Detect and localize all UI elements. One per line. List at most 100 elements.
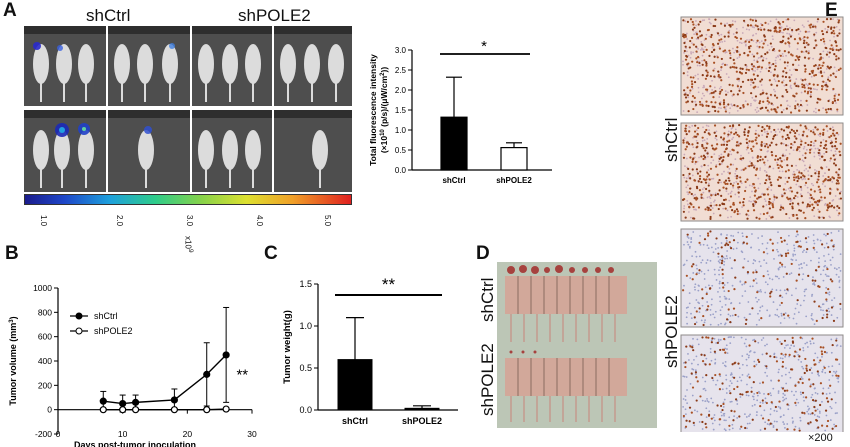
hematoxylin-nucleus (695, 37, 698, 40)
dab-positive-nucleus (825, 53, 829, 56)
dab-positive-nucleus (818, 58, 821, 61)
hematoxylin-nucleus (710, 162, 712, 164)
hematoxylin-nucleus (758, 249, 760, 251)
dab-positive-nucleus (736, 105, 739, 108)
hematoxylin-nucleus (793, 313, 796, 315)
dab-positive-nucleus (691, 20, 694, 24)
dab-positive-nucleus (785, 107, 788, 110)
hematoxylin-nucleus (691, 124, 694, 127)
dab-positive-nucleus (701, 336, 704, 339)
dab-positive-nucleus (831, 343, 834, 347)
dab-positive-nucleus (687, 62, 690, 65)
dab-positive-nucleus (811, 203, 814, 206)
dab-positive-nucleus (701, 74, 704, 77)
dab-positive-nucleus (720, 143, 723, 146)
hematoxylin-nucleus (706, 90, 709, 93)
hematoxylin-nucleus (806, 104, 809, 106)
dab-positive-nucleus (682, 35, 685, 38)
hematoxylin-nucleus (705, 407, 708, 410)
hematoxylin-nucleus (710, 246, 713, 249)
hematoxylin-nucleus (785, 25, 788, 28)
hematoxylin-nucleus (825, 300, 828, 303)
hematoxylin-nucleus (835, 344, 838, 347)
dab-positive-nucleus (699, 395, 702, 398)
dab-positive-nucleus (682, 139, 685, 142)
dab-positive-nucleus (724, 179, 728, 182)
tumor-mice-photo (497, 262, 657, 428)
hematoxylin-nucleus (755, 111, 758, 114)
dab-positive-nucleus (768, 207, 771, 210)
hematoxylin-nucleus (751, 53, 754, 56)
hematoxylin-nucleus (795, 398, 798, 401)
hematoxylin-nucleus (713, 337, 716, 340)
hematoxylin-nucleus (791, 421, 794, 424)
hematoxylin-nucleus (709, 323, 712, 326)
dab-positive-nucleus (755, 167, 759, 170)
hematoxylin-nucleus (774, 313, 777, 316)
dab-positive-nucleus (729, 321, 732, 324)
dab-positive-nucleus (781, 135, 784, 138)
dab-positive-nucleus (770, 290, 773, 293)
hematoxylin-nucleus (778, 368, 780, 371)
hematoxylin-nucleus (831, 181, 834, 183)
hematoxylin-nucleus (816, 408, 819, 411)
hematoxylin-nucleus (773, 88, 775, 91)
hematoxylin-nucleus (720, 242, 723, 244)
hematoxylin-nucleus (839, 345, 842, 348)
hematoxylin-nucleus (813, 283, 816, 286)
dab-positive-nucleus (711, 376, 714, 380)
dab-positive-nucleus (729, 182, 732, 185)
hematoxylin-nucleus (685, 376, 688, 378)
hematoxylin-nucleus (753, 392, 756, 395)
dab-positive-nucleus (780, 206, 783, 209)
dab-positive-nucleus (740, 72, 744, 75)
dab-positive-nucleus (819, 144, 822, 147)
hematoxylin-nucleus (777, 231, 779, 234)
hematoxylin-nucleus (814, 352, 817, 355)
dab-positive-nucleus (821, 243, 824, 246)
hematoxylin-nucleus (787, 249, 789, 252)
hematoxylin-nucleus (812, 342, 815, 345)
dab-positive-nucleus (753, 365, 756, 368)
hematoxylin-nucleus (790, 258, 793, 261)
hematoxylin-nucleus (789, 347, 791, 350)
dab-positive-nucleus (791, 340, 794, 343)
dab-positive-nucleus (832, 29, 835, 33)
dab-positive-nucleus (835, 58, 838, 61)
dab-positive-nucleus (793, 173, 796, 176)
dab-positive-nucleus (826, 313, 829, 316)
dab-positive-nucleus (829, 17, 832, 21)
hematoxylin-nucleus (810, 317, 813, 320)
dab-positive-nucleus (804, 68, 807, 71)
hematoxylin-nucleus (822, 107, 825, 110)
hematoxylin-nucleus (766, 423, 769, 425)
y-tick-label: 0.5 (395, 146, 407, 155)
hematoxylin-nucleus (765, 204, 768, 206)
dab-positive-nucleus (795, 137, 798, 140)
dab-positive-nucleus (692, 23, 695, 26)
x-tick-label: shCtrl (442, 176, 465, 185)
hematoxylin-nucleus (774, 59, 777, 62)
hematoxylin-nucleus (810, 396, 813, 399)
dab-positive-nucleus (825, 125, 828, 128)
hematoxylin-nucleus (713, 199, 716, 202)
dab-positive-nucleus (808, 378, 811, 381)
hematoxylin-nucleus (792, 254, 795, 257)
data-point (222, 405, 230, 413)
dab-positive-nucleus (722, 155, 725, 159)
dab-positive-nucleus (727, 103, 730, 106)
dab-positive-nucleus (819, 66, 822, 70)
hematoxylin-nucleus (812, 184, 815, 187)
dab-positive-nucleus (762, 212, 766, 216)
dab-positive-nucleus (785, 83, 788, 87)
dab-positive-nucleus (771, 49, 775, 52)
hematoxylin-nucleus (718, 273, 721, 276)
hematoxylin-nucleus (733, 182, 735, 184)
hematoxylin-nucleus (741, 283, 744, 286)
dab-positive-nucleus (839, 67, 842, 70)
dab-positive-nucleus (819, 141, 823, 144)
dab-positive-nucleus (735, 208, 739, 211)
hematoxylin-nucleus (830, 314, 833, 316)
hematoxylin-nucleus (712, 416, 715, 419)
hematoxylin-nucleus (786, 32, 788, 35)
